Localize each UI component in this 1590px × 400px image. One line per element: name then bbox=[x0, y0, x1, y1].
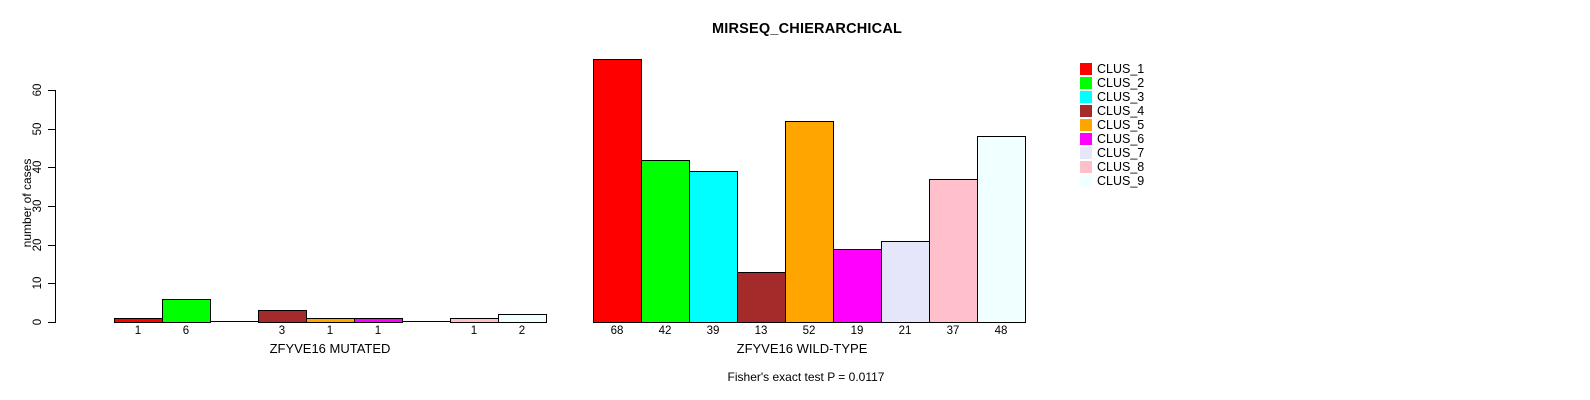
y-axis-tick bbox=[48, 167, 55, 169]
legend-swatch-clus_8 bbox=[1080, 161, 1092, 173]
bar-clus_2 bbox=[162, 298, 211, 323]
bar-clus_6 bbox=[354, 318, 403, 323]
y-axis-tick-label: 10 bbox=[32, 276, 44, 290]
bar-value-label: 1 bbox=[134, 325, 142, 337]
annotation-fisher-test: Fisher's exact test P = 0.0117 bbox=[727, 370, 885, 384]
bar-value-label: 37 bbox=[946, 325, 960, 337]
bar-value-label: 39 bbox=[706, 325, 720, 337]
legend-label: CLUS_9 bbox=[1097, 174, 1145, 188]
x-axis-group-label: ZFYVE16 MUTATED bbox=[269, 341, 391, 356]
bar-value-label: 48 bbox=[994, 325, 1008, 337]
bar-value-label: 3 bbox=[278, 325, 286, 337]
legend-label: CLUS_3 bbox=[1097, 90, 1145, 104]
y-axis-tick-label: 50 bbox=[32, 122, 44, 136]
legend-swatch-clus_4 bbox=[1080, 105, 1092, 117]
legend-swatch-clus_3 bbox=[1080, 91, 1092, 103]
legend-label: CLUS_5 bbox=[1097, 118, 1145, 132]
y-axis-tick-label: 60 bbox=[32, 83, 44, 97]
bar-clus_3-zero bbox=[210, 321, 259, 322]
bar-value-label: 6 bbox=[182, 325, 190, 337]
bar-value-label: 1 bbox=[374, 325, 382, 337]
legend-swatch-clus_1 bbox=[1080, 63, 1092, 75]
bar-value-label: 13 bbox=[754, 325, 768, 337]
bar-value-label: 68 bbox=[610, 325, 624, 337]
y-axis-line bbox=[55, 90, 56, 323]
legend-swatch-clus_7 bbox=[1080, 147, 1092, 159]
bar-clus_7 bbox=[881, 240, 930, 323]
bar-clus_9 bbox=[977, 136, 1026, 323]
legend-label: CLUS_6 bbox=[1097, 132, 1145, 146]
y-axis-tick-label: 20 bbox=[32, 238, 44, 252]
legend-swatch-clus_2 bbox=[1080, 77, 1092, 89]
chart-title: MIRSEQ_CHIERARCHICAL bbox=[711, 21, 903, 37]
legend-label: CLUS_2 bbox=[1097, 76, 1145, 90]
bar-clus_4 bbox=[737, 271, 786, 323]
bar-value-label: 1 bbox=[470, 325, 478, 337]
bar-clus_9 bbox=[498, 314, 547, 323]
bar-value-label: 42 bbox=[658, 325, 672, 337]
bar-value-label: 1 bbox=[326, 325, 334, 337]
y-axis-tick-label: 30 bbox=[32, 199, 44, 213]
legend-label: CLUS_8 bbox=[1097, 160, 1145, 174]
bar-clus_5 bbox=[306, 318, 355, 323]
legend-label: CLUS_1 bbox=[1097, 62, 1145, 76]
bar-clus_4 bbox=[258, 310, 307, 323]
y-axis-tick bbox=[48, 128, 55, 130]
bar-clus_8 bbox=[929, 178, 978, 323]
legend-label: CLUS_7 bbox=[1097, 146, 1145, 160]
bar-value-label: 19 bbox=[850, 325, 864, 337]
bar-clus_1 bbox=[114, 318, 163, 323]
bar-clus_8 bbox=[450, 318, 499, 323]
legend-label: CLUS_4 bbox=[1097, 104, 1145, 118]
y-axis-tick bbox=[48, 244, 55, 246]
bar-value-label: 52 bbox=[802, 325, 816, 337]
x-axis-group-label: ZFYVE16 WILD-TYPE bbox=[736, 341, 868, 356]
bar-clus_7-zero bbox=[402, 321, 451, 322]
legend-swatch-clus_5 bbox=[1080, 119, 1092, 131]
bar-clus_5 bbox=[785, 120, 834, 323]
y-axis-tick bbox=[48, 322, 55, 323]
legend-swatch-clus_9 bbox=[1080, 175, 1092, 187]
bar-clus_3 bbox=[689, 171, 738, 323]
y-axis-tick bbox=[48, 283, 55, 285]
legend-swatch-clus_6 bbox=[1080, 133, 1092, 145]
y-axis-tick bbox=[48, 90, 55, 91]
y-axis-tick bbox=[48, 206, 55, 207]
y-axis-tick-label: 0 bbox=[32, 318, 44, 326]
bar-clus_2 bbox=[641, 159, 690, 323]
bar-clus_6 bbox=[833, 248, 882, 323]
bar-value-label: 2 bbox=[518, 325, 526, 337]
bar-value-label: 21 bbox=[898, 325, 912, 337]
bar-clus_1 bbox=[593, 59, 642, 323]
y-axis-tick-label: 40 bbox=[32, 160, 44, 174]
